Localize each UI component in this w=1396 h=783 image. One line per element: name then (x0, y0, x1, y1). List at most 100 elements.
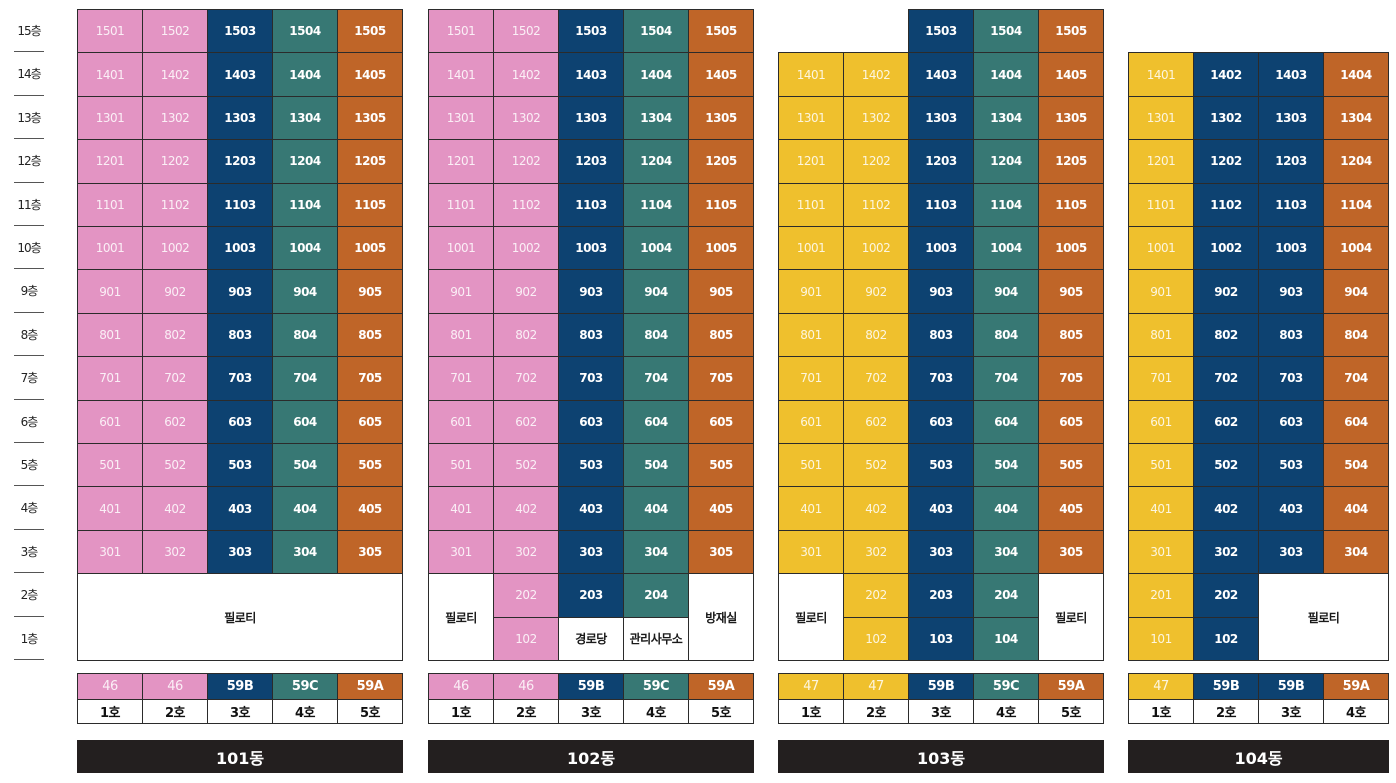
service-space[interactable]: 필로티 (77, 573, 403, 661)
unit-cell[interactable]: 1401 (77, 52, 143, 97)
unit-cell[interactable]: 701 (1128, 356, 1194, 401)
unit-cell[interactable]: 904 (272, 269, 338, 314)
unit-cell[interactable]: 1305 (337, 95, 403, 141)
unit-cell[interactable]: 1503 (207, 9, 273, 54)
unit-cell[interactable]: 505 (688, 443, 754, 488)
unit-cell[interactable]: 1302 (142, 95, 208, 141)
unit-cell[interactable]: 302 (493, 529, 559, 575)
unit-cell[interactable]: 502 (1193, 443, 1259, 488)
unit-cell[interactable]: 102 (493, 616, 559, 661)
unit-cell[interactable]: 504 (973, 443, 1039, 488)
unit-cell[interactable]: 1004 (973, 226, 1039, 271)
unit-cell[interactable]: 501 (778, 443, 844, 488)
unit-cell[interactable]: 903 (207, 269, 273, 314)
unit-cell[interactable]: 1504 (623, 9, 689, 54)
unit-cell[interactable]: 702 (1193, 356, 1259, 401)
unit-cell[interactable]: 603 (207, 399, 273, 444)
unit-cell[interactable]: 805 (1038, 312, 1104, 358)
unit-cell[interactable]: 301 (428, 529, 494, 575)
unit-cell[interactable]: 1302 (843, 95, 909, 141)
unit-cell[interactable]: 401 (778, 486, 844, 531)
unit-cell[interactable]: 702 (843, 356, 909, 401)
unit-cell[interactable]: 1303 (908, 95, 974, 141)
unit-cell[interactable]: 804 (623, 312, 689, 358)
unit-cell[interactable]: 204 (973, 573, 1039, 618)
unit-cell[interactable]: 303 (207, 529, 273, 575)
unit-cell[interactable]: 702 (493, 356, 559, 401)
service-space[interactable]: 관리사무소 (623, 616, 689, 661)
unit-cell[interactable]: 1303 (558, 95, 624, 141)
unit-cell[interactable]: 503 (558, 443, 624, 488)
unit-cell[interactable]: 1505 (337, 9, 403, 54)
unit-cell[interactable]: 601 (428, 399, 494, 444)
unit-cell[interactable]: 302 (843, 529, 909, 575)
unit-cell[interactable]: 905 (688, 269, 754, 314)
unit-cell[interactable]: 804 (1323, 312, 1389, 358)
unit-cell[interactable]: 1405 (337, 52, 403, 97)
unit-cell[interactable]: 604 (623, 399, 689, 444)
unit-cell[interactable]: 202 (1193, 573, 1259, 618)
unit-cell[interactable]: 1502 (142, 9, 208, 54)
unit-cell[interactable]: 1301 (77, 95, 143, 141)
service-space[interactable]: 필로티 (428, 573, 494, 661)
unit-cell[interactable]: 1104 (623, 182, 689, 227)
unit-cell[interactable]: 601 (77, 399, 143, 444)
unit-cell[interactable]: 1402 (142, 52, 208, 97)
unit-cell[interactable]: 903 (908, 269, 974, 314)
unit-cell[interactable]: 1204 (1323, 139, 1389, 184)
unit-cell[interactable]: 904 (623, 269, 689, 314)
unit-cell[interactable]: 1503 (908, 9, 974, 54)
unit-cell[interactable]: 1001 (428, 226, 494, 271)
unit-cell[interactable]: 1202 (493, 139, 559, 184)
unit-cell[interactable]: 803 (908, 312, 974, 358)
unit-cell[interactable]: 1101 (428, 182, 494, 227)
unit-cell[interactable]: 1104 (272, 182, 338, 227)
service-space[interactable]: 경로당 (558, 616, 624, 661)
unit-cell[interactable]: 904 (1323, 269, 1389, 314)
unit-cell[interactable]: 902 (1193, 269, 1259, 314)
unit-cell[interactable]: 1401 (778, 52, 844, 97)
unit-cell[interactable]: 502 (493, 443, 559, 488)
unit-cell[interactable]: 703 (207, 356, 273, 401)
unit-cell[interactable]: 602 (843, 399, 909, 444)
unit-cell[interactable]: 1205 (1038, 139, 1104, 184)
unit-cell[interactable]: 1002 (1193, 226, 1259, 271)
unit-cell[interactable]: 705 (1038, 356, 1104, 401)
unit-cell[interactable]: 801 (778, 312, 844, 358)
unit-cell[interactable]: 701 (77, 356, 143, 401)
unit-cell[interactable]: 301 (77, 529, 143, 575)
unit-cell[interactable]: 1204 (623, 139, 689, 184)
unit-cell[interactable]: 1004 (272, 226, 338, 271)
unit-cell[interactable]: 802 (843, 312, 909, 358)
unit-cell[interactable]: 1104 (1323, 182, 1389, 227)
unit-cell[interactable]: 704 (623, 356, 689, 401)
unit-cell[interactable]: 805 (337, 312, 403, 358)
unit-cell[interactable]: 304 (623, 529, 689, 575)
service-space[interactable]: 필로티 (778, 573, 844, 661)
unit-cell[interactable]: 1104 (973, 182, 1039, 227)
unit-cell[interactable]: 602 (493, 399, 559, 444)
unit-cell[interactable]: 602 (142, 399, 208, 444)
unit-cell[interactable]: 602 (1193, 399, 1259, 444)
unit-cell[interactable]: 1303 (207, 95, 273, 141)
unit-cell[interactable]: 1502 (493, 9, 559, 54)
unit-cell[interactable]: 1002 (843, 226, 909, 271)
unit-cell[interactable]: 803 (207, 312, 273, 358)
unit-cell[interactable]: 902 (142, 269, 208, 314)
unit-cell[interactable]: 1201 (428, 139, 494, 184)
unit-cell[interactable]: 704 (272, 356, 338, 401)
unit-cell[interactable]: 803 (1258, 312, 1324, 358)
unit-cell[interactable]: 404 (1323, 486, 1389, 531)
unit-cell[interactable]: 1101 (778, 182, 844, 227)
unit-cell[interactable]: 1403 (1258, 52, 1324, 97)
unit-cell[interactable]: 1503 (558, 9, 624, 54)
unit-cell[interactable]: 601 (778, 399, 844, 444)
unit-cell[interactable]: 605 (688, 399, 754, 444)
unit-cell[interactable]: 603 (558, 399, 624, 444)
unit-cell[interactable]: 701 (778, 356, 844, 401)
unit-cell[interactable]: 202 (493, 573, 559, 618)
unit-cell[interactable]: 704 (1323, 356, 1389, 401)
unit-cell[interactable]: 1402 (843, 52, 909, 97)
unit-cell[interactable]: 1402 (493, 52, 559, 97)
unit-cell[interactable]: 1404 (623, 52, 689, 97)
